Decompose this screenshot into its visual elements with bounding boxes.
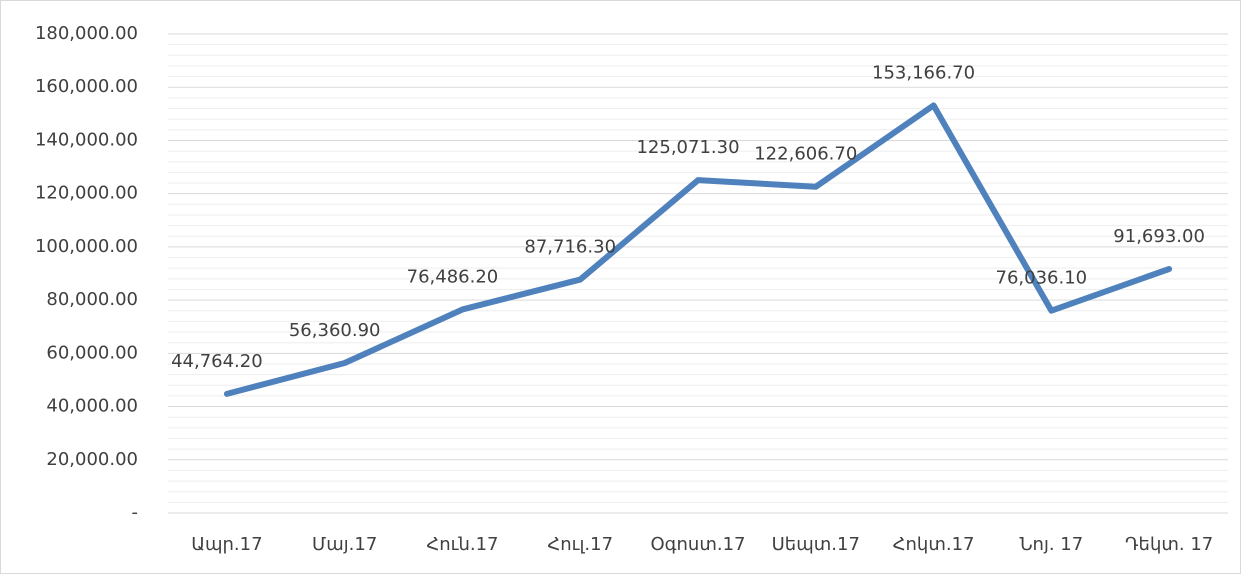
y-tick-label: 60,000.00	[46, 342, 138, 363]
y-tick-label: 180,000.00	[35, 23, 138, 44]
x-tick-label: Սեպտ.17	[772, 534, 860, 555]
y-tick-label: -	[132, 502, 139, 523]
y-tick-label: 120,000.00	[35, 183, 138, 204]
data-label: 122,606.70	[754, 144, 857, 165]
y-tick-label: 100,000.00	[35, 236, 138, 257]
data-label: 91,693.00	[1113, 226, 1205, 247]
x-tick-label: Մայ.17	[312, 534, 377, 555]
line-series	[223, 102, 1173, 397]
y-tick-label: 20,000.00	[46, 449, 138, 470]
data-label: 76,486.20	[407, 266, 499, 287]
x-tick-label: Դեկտ. 17	[1125, 534, 1213, 555]
x-tick-label: Ապր.17	[191, 534, 262, 555]
x-tick-label: Հուն.17	[426, 534, 498, 555]
data-label: 153,166.70	[872, 62, 975, 83]
y-tick-label: 140,000.00	[35, 129, 138, 150]
data-label: 125,071.30	[636, 137, 739, 158]
data-label: 44,764.20	[171, 351, 263, 372]
data-label: 76,036.10	[996, 268, 1088, 289]
x-tick-label: Նոյ. 17	[1019, 534, 1083, 555]
data-label: 87,716.30	[524, 237, 616, 258]
y-tick-label: 40,000.00	[46, 396, 138, 417]
x-tick-label: Հուլ.17	[547, 534, 613, 555]
y-tick-label: 160,000.00	[35, 76, 138, 97]
x-tick-label: Հոկտ.17	[893, 534, 975, 555]
x-tick-label: Օգոստ.17	[651, 534, 746, 555]
y-tick-label: 80,000.00	[46, 289, 138, 310]
data-label: 56,360.90	[289, 320, 381, 341]
